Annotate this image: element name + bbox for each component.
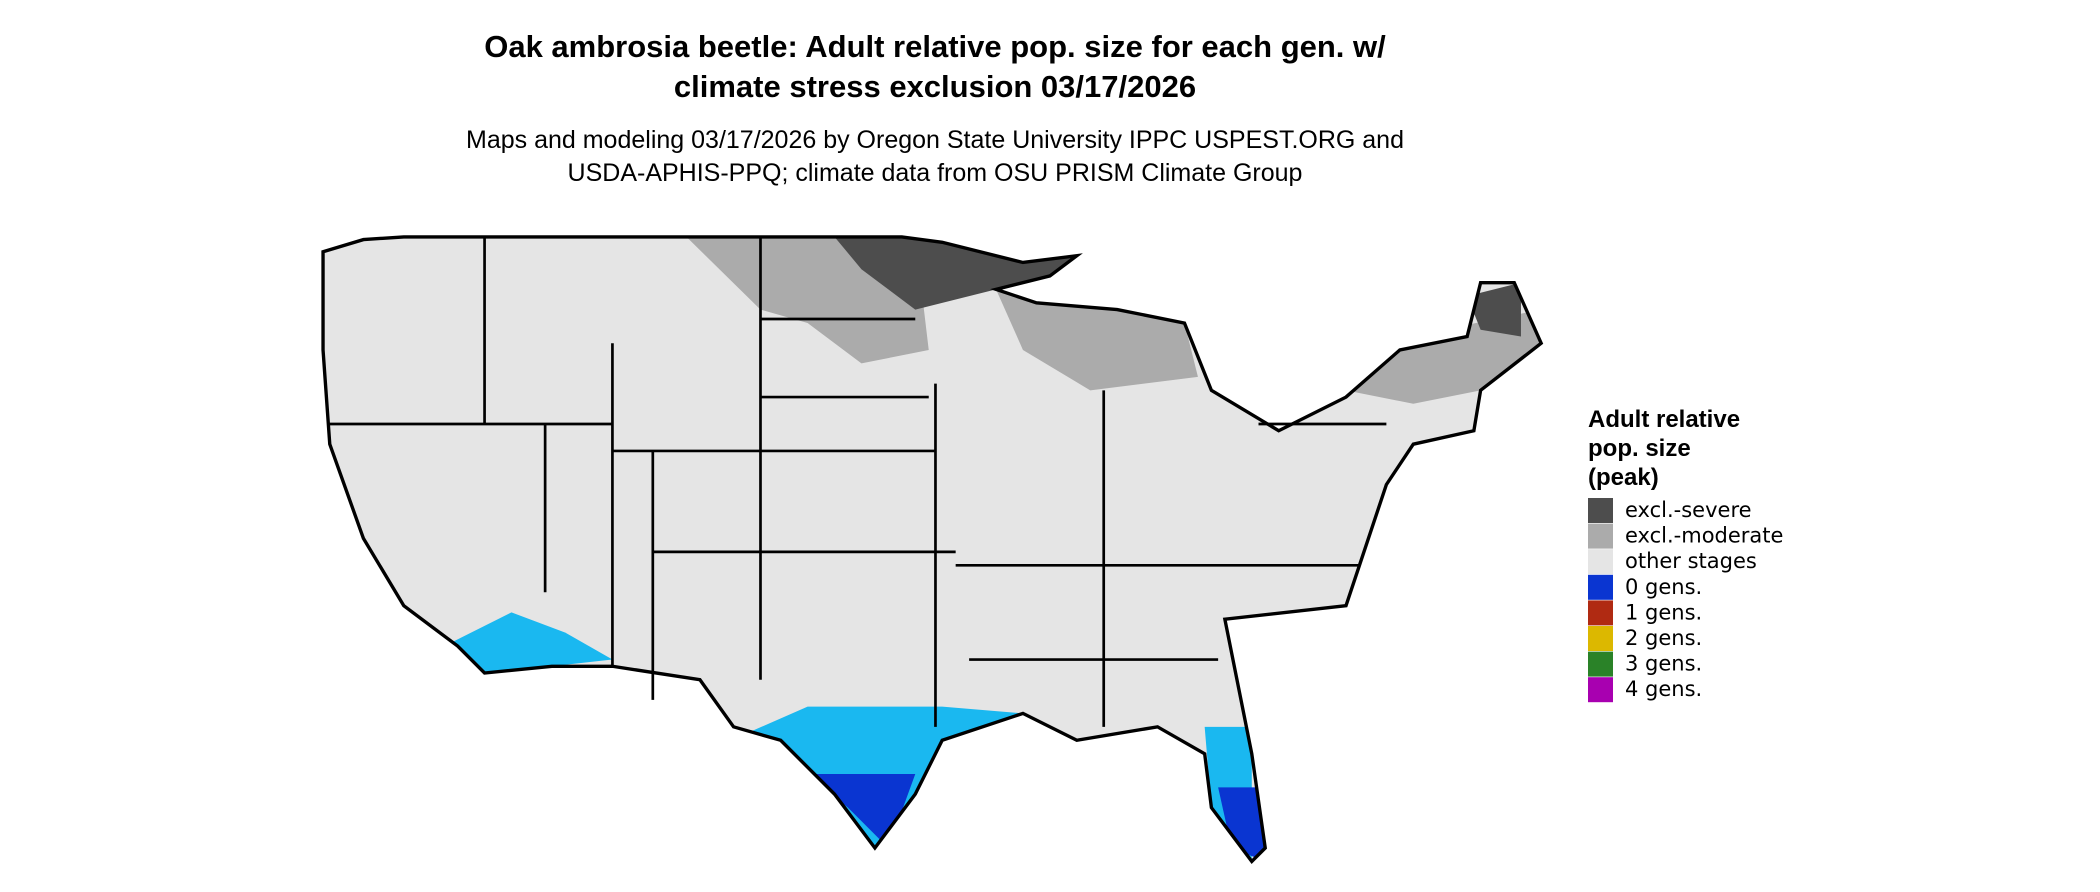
legend-label: other stages [1625, 549, 1757, 573]
title-line: climate stress exclusion 03/17/2026 [674, 69, 1196, 104]
legend-swatch [1588, 523, 1613, 549]
legend-title: Adult relative [1588, 406, 1740, 433]
legend-label: 3 gens. [1625, 652, 1702, 676]
legend-swatch [1588, 600, 1613, 626]
legend-title: pop. size [1588, 435, 1691, 462]
legend-label: 0 gens. [1625, 575, 1702, 599]
legend-label: 2 gens. [1625, 626, 1702, 650]
subtitle-line: Maps and modeling 03/17/2026 by Oregon S… [466, 126, 1404, 154]
legend-swatch [1588, 626, 1613, 651]
legend-swatch [1588, 651, 1613, 677]
legend-swatch [1588, 549, 1613, 575]
legend-label: excl.-severe [1625, 498, 1752, 522]
legend-swatch [1588, 574, 1613, 600]
legend-label: 1 gens. [1625, 600, 1702, 624]
legend-title: (peak) [1588, 464, 1659, 491]
title-line: Oak ambrosia beetle: Adult relative pop.… [484, 29, 1386, 64]
legend-swatch [1588, 677, 1613, 703]
subtitle-line: USDA-APHIS-PPQ; climate data from OSU PR… [568, 159, 1303, 187]
legend-label: excl.-moderate [1625, 524, 1783, 548]
legend-label: 4 gens. [1625, 677, 1702, 701]
map [321, 235, 1544, 865]
legend-swatch [1588, 498, 1613, 523]
